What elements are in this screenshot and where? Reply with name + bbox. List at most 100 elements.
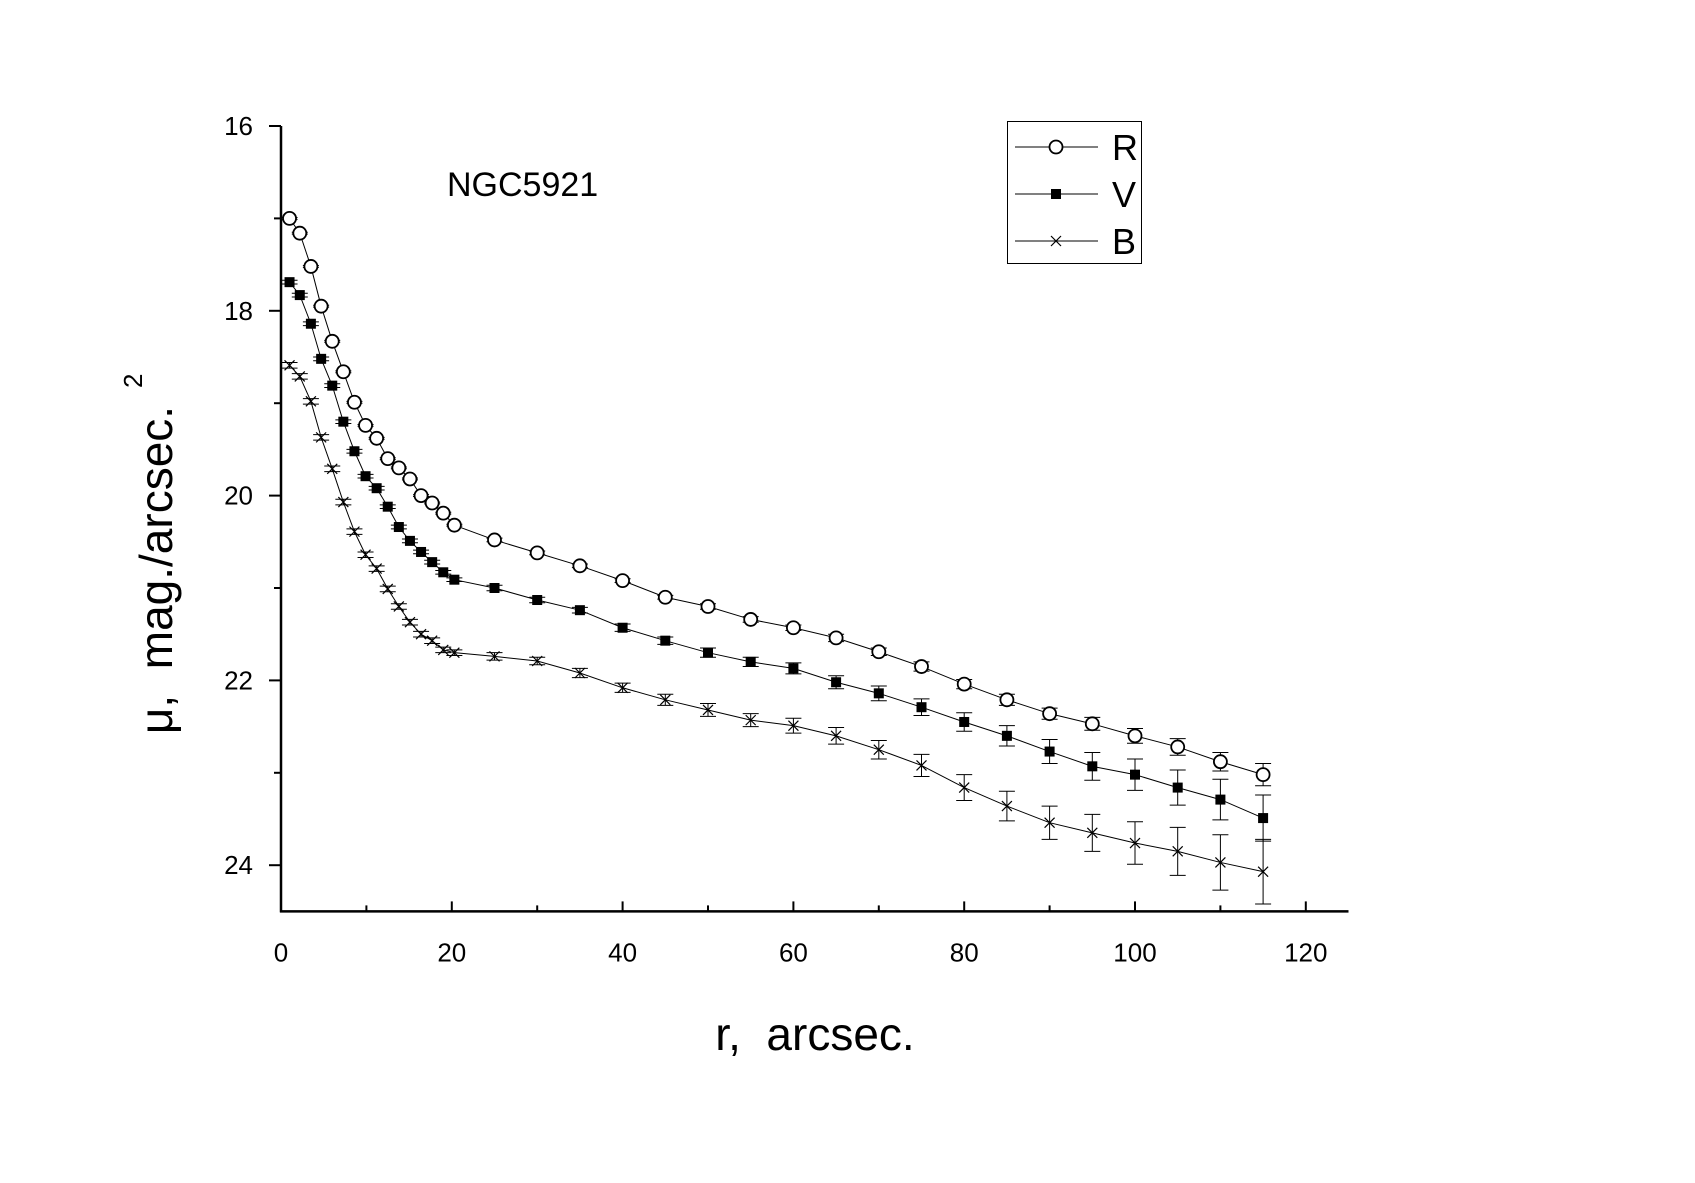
- data-point-V: [1258, 813, 1269, 824]
- data-point-V: [382, 501, 393, 512]
- data-point-V: [873, 688, 884, 699]
- series-line-V: [289, 281, 1264, 819]
- data-point-B: [415, 628, 427, 640]
- chart-title: NGC5921: [447, 166, 598, 204]
- data-point-R: [828, 630, 844, 646]
- data-point-B: [958, 782, 970, 794]
- data-point-V: [745, 656, 756, 667]
- data-point-V: [1172, 782, 1183, 793]
- data-point-R: [871, 644, 887, 660]
- data-point-B: [360, 549, 371, 561]
- data-point-V: [316, 353, 327, 364]
- series-line-B: [289, 364, 1264, 873]
- data-point-V: [449, 574, 460, 585]
- data-point-B: [1129, 837, 1141, 849]
- data-point-B: [702, 704, 714, 716]
- data-point-B: [326, 463, 338, 475]
- data-point-V: [438, 567, 449, 578]
- data-point-R: [402, 471, 418, 487]
- legend-marker-B: [1050, 235, 1062, 247]
- legend-label: B: [1112, 221, 1136, 262]
- data-point-R: [335, 364, 351, 380]
- data-point-B: [426, 635, 438, 647]
- series-layer: [281, 210, 1272, 905]
- data-point-V: [831, 677, 842, 688]
- axes-layer: 0 20 40 60 80 100 120 16 18 20 22 24: [224, 111, 1349, 967]
- data-point-V: [327, 380, 338, 391]
- legend-item-R: R: [1015, 127, 1138, 168]
- data-point-R: [487, 532, 502, 548]
- data-point-B: [531, 655, 543, 667]
- data-point-R: [391, 460, 407, 476]
- data-point-B: [1001, 800, 1013, 812]
- x-tick-label: 60: [779, 937, 808, 967]
- data-point-B: [745, 714, 757, 726]
- y-tick-label: 24: [224, 850, 253, 880]
- data-point-R: [572, 558, 588, 574]
- data-point-V: [349, 446, 360, 457]
- y-tick-label: 16: [224, 111, 253, 141]
- data-point-B: [1214, 857, 1226, 868]
- legend-box: [1007, 121, 1142, 264]
- data-point-V: [1215, 794, 1226, 805]
- data-point-V: [788, 663, 799, 674]
- data-point-V: [338, 416, 349, 427]
- y-axis-label: μ, mag./arcsec.: [130, 406, 182, 734]
- data-point-B: [294, 370, 306, 382]
- data-point-V: [404, 535, 415, 546]
- legend-item-V: V: [1015, 174, 1136, 215]
- data-point-R: [358, 417, 373, 433]
- data-point-R: [529, 545, 545, 561]
- y-tick-label: 20: [224, 481, 253, 511]
- data-point-V: [393, 522, 404, 533]
- data-point-V: [532, 595, 543, 606]
- legend-label: R: [1112, 127, 1138, 168]
- data-point-R: [1127, 728, 1143, 744]
- data-point-V: [703, 647, 713, 658]
- data-point-B: [315, 431, 327, 443]
- series-R: [281, 210, 1272, 787]
- data-point-V: [489, 583, 500, 593]
- legend-item-B: B: [1015, 221, 1136, 262]
- series-V: [281, 277, 1272, 842]
- data-point-B: [1086, 827, 1098, 839]
- data-point-R: [303, 259, 319, 274]
- data-point-B: [574, 667, 586, 679]
- data-point-B: [1044, 817, 1056, 829]
- data-point-B: [349, 526, 360, 538]
- data-point-V: [1130, 769, 1140, 780]
- data-point-V: [1087, 761, 1098, 772]
- x-tick-label: 40: [608, 937, 637, 967]
- data-point-B: [1172, 845, 1184, 857]
- data-point-B: [659, 694, 671, 706]
- data-point-B: [873, 744, 885, 756]
- data-point-R: [786, 620, 801, 636]
- data-point-R: [380, 451, 396, 467]
- data-point-B: [787, 720, 799, 732]
- data-point-V: [916, 702, 927, 713]
- data-point-R: [999, 692, 1015, 708]
- legend-marker-R: [1048, 139, 1064, 155]
- data-point-V: [360, 471, 371, 482]
- data-point-V: [294, 290, 305, 301]
- data-point-B: [830, 730, 842, 742]
- data-point-R: [1213, 754, 1228, 770]
- data-point-B: [1257, 866, 1269, 878]
- data-point-B: [404, 616, 416, 628]
- legend: RVB: [1007, 121, 1142, 264]
- data-point-V: [305, 318, 316, 329]
- x-tick-label: 80: [950, 937, 979, 967]
- data-point-B: [382, 583, 394, 595]
- data-point-B: [305, 395, 317, 407]
- data-point-R: [914, 659, 929, 674]
- data-point-R: [282, 210, 297, 226]
- data-point-R: [347, 394, 362, 410]
- data-point-V: [617, 622, 628, 633]
- data-point-V: [371, 483, 382, 494]
- data-point-B: [489, 650, 500, 662]
- x-tick-label: 100: [1113, 937, 1156, 967]
- y-tick-label: 18: [224, 296, 253, 326]
- data-point-R: [424, 495, 440, 511]
- data-point-R: [369, 430, 385, 446]
